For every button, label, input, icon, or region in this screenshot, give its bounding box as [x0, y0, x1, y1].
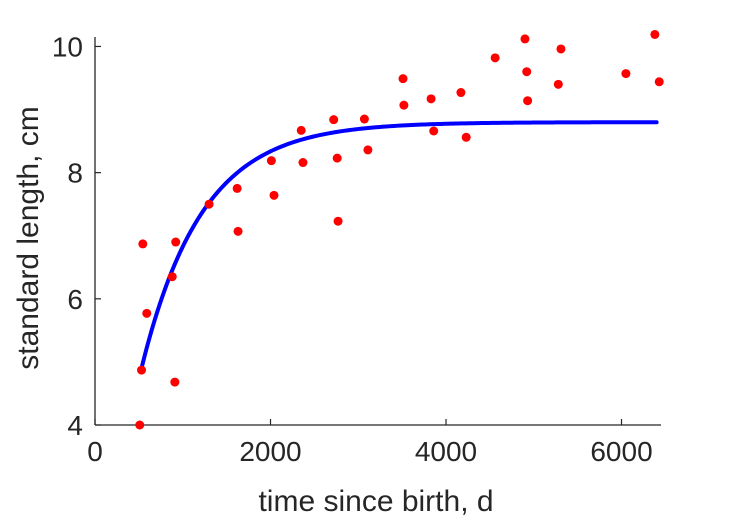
data-point	[333, 216, 343, 226]
x-tick-label: 2000	[239, 436, 301, 467]
data-point	[556, 44, 566, 54]
y-tick-label: 4	[67, 410, 83, 441]
data-point	[429, 126, 439, 136]
y-tick-label: 10	[52, 31, 83, 62]
data-point	[523, 96, 533, 106]
data-point	[170, 377, 180, 387]
data-point	[359, 114, 369, 124]
data-point	[138, 239, 148, 249]
data-point	[142, 308, 152, 318]
data-point	[654, 77, 664, 87]
data-point	[456, 88, 466, 98]
data-point	[167, 272, 177, 282]
data-point	[332, 153, 342, 163]
chart-axes: 0 2000 4000 6000 4 6 8 10	[52, 31, 661, 467]
data-point	[399, 100, 409, 110]
data-point	[520, 34, 530, 44]
data-point	[233, 226, 243, 236]
data-point	[232, 183, 242, 193]
data-point	[298, 158, 308, 168]
data-point	[171, 237, 181, 247]
data-point	[363, 145, 373, 155]
data-point	[329, 115, 339, 125]
data-point	[269, 190, 279, 200]
data-point	[398, 74, 408, 84]
fit-curve-layer	[139, 120, 659, 371]
data-point	[204, 199, 214, 209]
x-tick-label: 0	[87, 436, 103, 467]
x-tick-label: 6000	[590, 436, 652, 467]
fit-curve	[139, 120, 659, 371]
data-point	[137, 365, 147, 375]
data-point	[135, 420, 145, 430]
data-point	[650, 29, 660, 39]
data-point	[621, 69, 631, 79]
x-axis-label: time since birth, d	[258, 485, 493, 518]
y-axis-label: standard length, cm	[12, 106, 45, 369]
y-tick-label: 6	[67, 284, 83, 315]
data-point	[490, 53, 500, 63]
data-point	[522, 67, 532, 77]
data-point	[461, 132, 471, 142]
data-point	[553, 79, 563, 89]
data-point	[296, 125, 306, 135]
y-tick-label: 8	[67, 158, 83, 189]
data-point	[426, 94, 436, 104]
data-points-layer	[135, 29, 664, 430]
data-point	[266, 156, 276, 166]
x-tick-label: 4000	[415, 436, 477, 467]
